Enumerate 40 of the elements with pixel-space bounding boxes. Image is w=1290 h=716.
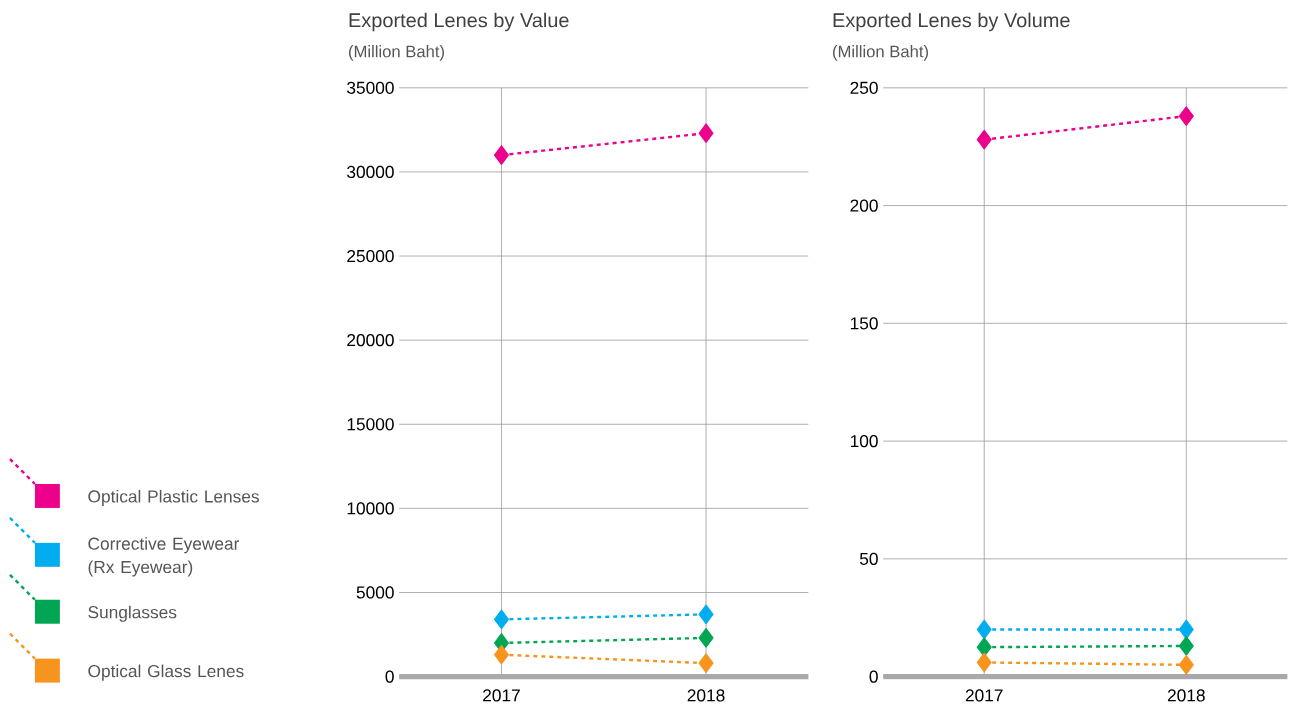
y-tick-label: 150 bbox=[850, 317, 878, 330]
chart-title: Exported Lenes by Volume bbox=[833, 12, 1070, 32]
y-tick-label: 15000 bbox=[347, 418, 394, 431]
x-tick-label: 2018 bbox=[1167, 689, 1205, 702]
legend-label: Corrective Eyewear (Rx Eyewear) bbox=[88, 537, 240, 577]
point bbox=[493, 645, 509, 665]
point bbox=[976, 652, 992, 673]
x-tick-label: 2017 bbox=[965, 689, 1003, 702]
y-tick-label: 100 bbox=[850, 435, 878, 448]
y-tick-label: 0 bbox=[385, 670, 394, 683]
x-tick-label: 2017 bbox=[483, 689, 520, 702]
point bbox=[493, 145, 509, 166]
point bbox=[698, 628, 714, 648]
point bbox=[698, 653, 714, 674]
legend-label: Optical Plastic Lenses bbox=[88, 490, 259, 507]
y-tick-label: 25000 bbox=[347, 250, 394, 263]
y-tick-label: 0 bbox=[869, 670, 878, 683]
point bbox=[1178, 636, 1194, 657]
y-tick-label: 5000 bbox=[356, 586, 394, 599]
y-tick-label: 50 bbox=[859, 552, 878, 566]
chart-subtitle: (Million Baht) bbox=[833, 45, 928, 61]
point bbox=[1178, 106, 1194, 127]
y-tick-label: 10000 bbox=[347, 502, 394, 515]
chart-title: Exported Lenes by Value bbox=[349, 12, 569, 32]
point bbox=[698, 123, 714, 144]
y-tick-label: 250 bbox=[850, 81, 878, 95]
chart-subtitle: (Million Baht) bbox=[349, 45, 444, 61]
y-tick-label: 200 bbox=[850, 199, 878, 212]
x-tick-label: 2018 bbox=[687, 689, 725, 702]
point bbox=[1178, 619, 1194, 640]
y-tick-label: 20000 bbox=[347, 334, 394, 347]
y-tick-label: 30000 bbox=[347, 166, 394, 179]
point bbox=[698, 604, 714, 625]
point bbox=[976, 130, 992, 150]
y-tick-label: 35000 bbox=[347, 81, 394, 95]
point bbox=[976, 619, 992, 640]
legend-label: Optical Glass Lenes bbox=[88, 664, 244, 681]
point bbox=[493, 609, 509, 630]
point bbox=[1178, 655, 1194, 675]
legend-label: Sunglasses bbox=[88, 605, 177, 623]
